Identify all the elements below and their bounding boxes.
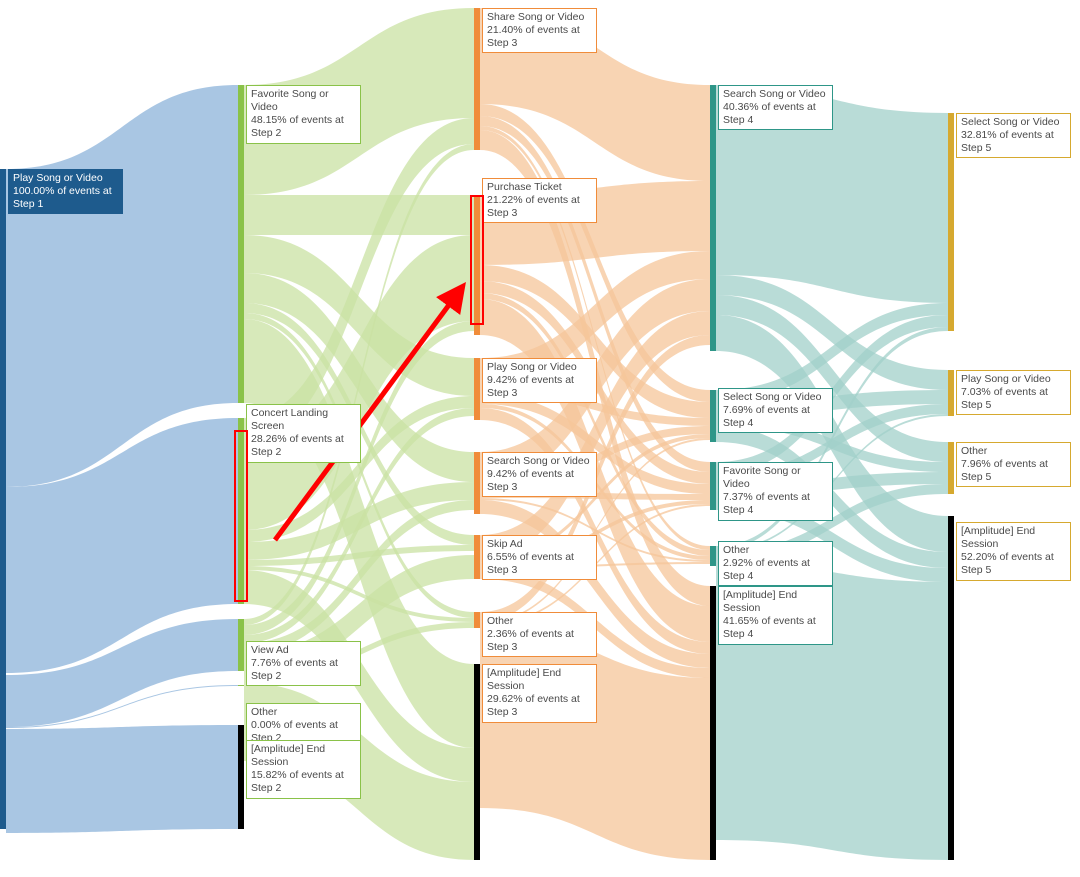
node-label-s5_play: Play Song or Video7.03% of events at Ste… <box>956 370 1071 415</box>
node-label-s2_viewad: View Ad7.76% of events at Step 2 <box>246 641 361 686</box>
node-title: [Amplitude] End Session <box>723 589 828 615</box>
node-title: Play Song or Video <box>961 373 1066 386</box>
node-title: Play Song or Video <box>487 361 592 374</box>
node-title: Select Song or Video <box>961 116 1066 129</box>
node-title: Share Song or Video <box>487 11 592 24</box>
node-title: Concert Landing Screen <box>251 407 356 433</box>
node-percent: 7.76% of events at Step 2 <box>251 657 356 683</box>
node-label-s2_concert: Concert Landing Screen28.26% of events a… <box>246 404 361 463</box>
node-label-s4_fav: Favorite Song or Video7.37% of events at… <box>718 462 833 521</box>
node-label-s4_search: Search Song or Video40.36% of events at … <box>718 85 833 130</box>
node-title: Favorite Song or Video <box>251 88 356 114</box>
node-label-s5_other: Other7.96% of events at Step 5 <box>956 442 1071 487</box>
node-label-s3_search: Search Song or Video9.42% of events at S… <box>482 452 597 497</box>
node-title: Select Song or Video <box>723 391 828 404</box>
node-label-s4_select: Select Song or Video7.69% of events at S… <box>718 388 833 433</box>
node-percent: 100.00% of events at Step 1 <box>13 185 118 211</box>
node-title: Other <box>723 544 828 557</box>
node-label-s2_fav: Favorite Song or Video48.15% of events a… <box>246 85 361 144</box>
node-title: [Amplitude] End Session <box>961 525 1066 551</box>
node-title: View Ad <box>251 644 356 657</box>
node-label-s3_play: Play Song or Video9.42% of events at Ste… <box>482 358 597 403</box>
node-percent: 40.36% of events at Step 4 <box>723 101 828 127</box>
node-percent: 2.92% of events at Step 4 <box>723 557 828 583</box>
node-label-s2_end: [Amplitude] End Session15.82% of events … <box>246 740 361 799</box>
sankey-chart: Play Song or Video100.00% of events at S… <box>0 0 1080 877</box>
node-percent: 28.26% of events at Step 2 <box>251 433 356 459</box>
node-label-s5_select: Select Song or Video32.81% of events at … <box>956 113 1071 158</box>
node-percent: 7.96% of events at Step 5 <box>961 458 1066 484</box>
node-title: Favorite Song or Video <box>723 465 828 491</box>
node-label-s3_other: Other2.36% of events at Step 3 <box>482 612 597 657</box>
node-title: Other <box>961 445 1066 458</box>
node-title: Search Song or Video <box>723 88 828 101</box>
node-percent: 7.37% of events at Step 4 <box>723 491 828 517</box>
node-percent: 21.40% of events at Step 3 <box>487 24 592 50</box>
node-percent: 9.42% of events at Step 3 <box>487 468 592 494</box>
node-percent: 2.36% of events at Step 3 <box>487 628 592 654</box>
node-percent: 7.69% of events at Step 4 <box>723 404 828 430</box>
node-percent: 9.42% of events at Step 3 <box>487 374 592 400</box>
node-label-s4_other: Other2.92% of events at Step 4 <box>718 541 833 586</box>
node-percent: 48.15% of events at Step 2 <box>251 114 356 140</box>
node-title: Purchase Ticket <box>487 181 592 194</box>
node-label-s3_share: Share Song or Video21.40% of events at S… <box>482 8 597 53</box>
node-percent: 52.20% of events at Step 5 <box>961 551 1066 577</box>
node-percent: 21.22% of events at Step 3 <box>487 194 592 220</box>
node-title: Search Song or Video <box>487 455 592 468</box>
node-title: Play Song or Video <box>13 172 118 185</box>
node-percent: 29.62% of events at Step 3 <box>487 693 592 719</box>
node-title: [Amplitude] End Session <box>251 743 356 769</box>
node-label-s5_end: [Amplitude] End Session52.20% of events … <box>956 522 1071 581</box>
node-title: Other <box>487 615 592 628</box>
node-title: [Amplitude] End Session <box>487 667 592 693</box>
node-percent: 15.82% of events at Step 2 <box>251 769 356 795</box>
node-percent: 6.55% of events at Step 3 <box>487 551 592 577</box>
node-percent: 32.81% of events at Step 5 <box>961 129 1066 155</box>
node-label-s3_ticket: Purchase Ticket21.22% of events at Step … <box>482 178 597 223</box>
node-label-s3_skip: Skip Ad6.55% of events at Step 3 <box>482 535 597 580</box>
node-label-s1_play: Play Song or Video100.00% of events at S… <box>8 169 123 214</box>
node-title: Other <box>251 706 356 719</box>
node-title: Skip Ad <box>487 538 592 551</box>
node-label-s4_end: [Amplitude] End Session41.65% of events … <box>718 586 833 645</box>
node-label-s3_end: [Amplitude] End Session29.62% of events … <box>482 664 597 723</box>
node-percent: 7.03% of events at Step 5 <box>961 386 1066 412</box>
node-percent: 41.65% of events at Step 4 <box>723 615 828 641</box>
